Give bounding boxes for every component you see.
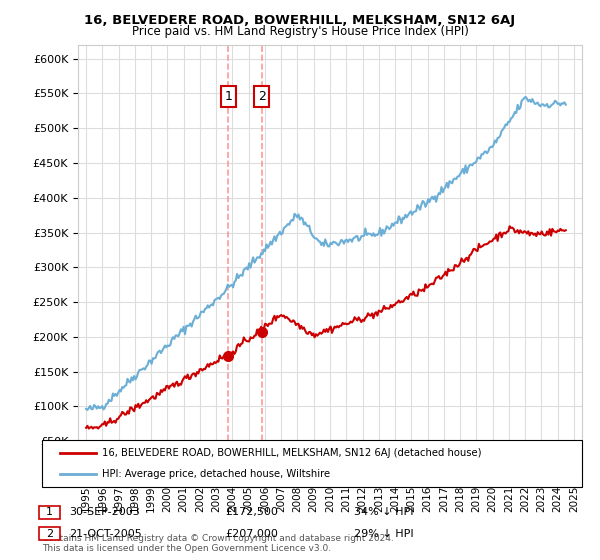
Text: HPI: Average price, detached house, Wiltshire: HPI: Average price, detached house, Wilt… [102, 469, 330, 479]
Text: £207,000: £207,000 [226, 529, 278, 539]
Text: 2: 2 [46, 529, 53, 539]
Text: 30-SEP-2003: 30-SEP-2003 [70, 507, 140, 517]
Text: 34% ↓ HPI: 34% ↓ HPI [354, 507, 414, 517]
Text: 16, BELVEDERE ROAD, BOWERHILL, MELKSHAM, SN12 6AJ (detached house): 16, BELVEDERE ROAD, BOWERHILL, MELKSHAM,… [102, 448, 482, 458]
Text: Price paid vs. HM Land Registry's House Price Index (HPI): Price paid vs. HM Land Registry's House … [131, 25, 469, 38]
Text: 16, BELVEDERE ROAD, BOWERHILL, MELKSHAM, SN12 6AJ: 16, BELVEDERE ROAD, BOWERHILL, MELKSHAM,… [85, 14, 515, 27]
Text: 1: 1 [224, 90, 232, 103]
Text: £172,500: £172,500 [226, 507, 278, 517]
Text: 21-OCT-2005: 21-OCT-2005 [68, 529, 142, 539]
Text: 2: 2 [258, 90, 266, 103]
Text: 1: 1 [46, 507, 53, 517]
Text: 29% ↓ HPI: 29% ↓ HPI [354, 529, 414, 539]
Text: Contains HM Land Registry data © Crown copyright and database right 2024.
This d: Contains HM Land Registry data © Crown c… [42, 534, 394, 553]
